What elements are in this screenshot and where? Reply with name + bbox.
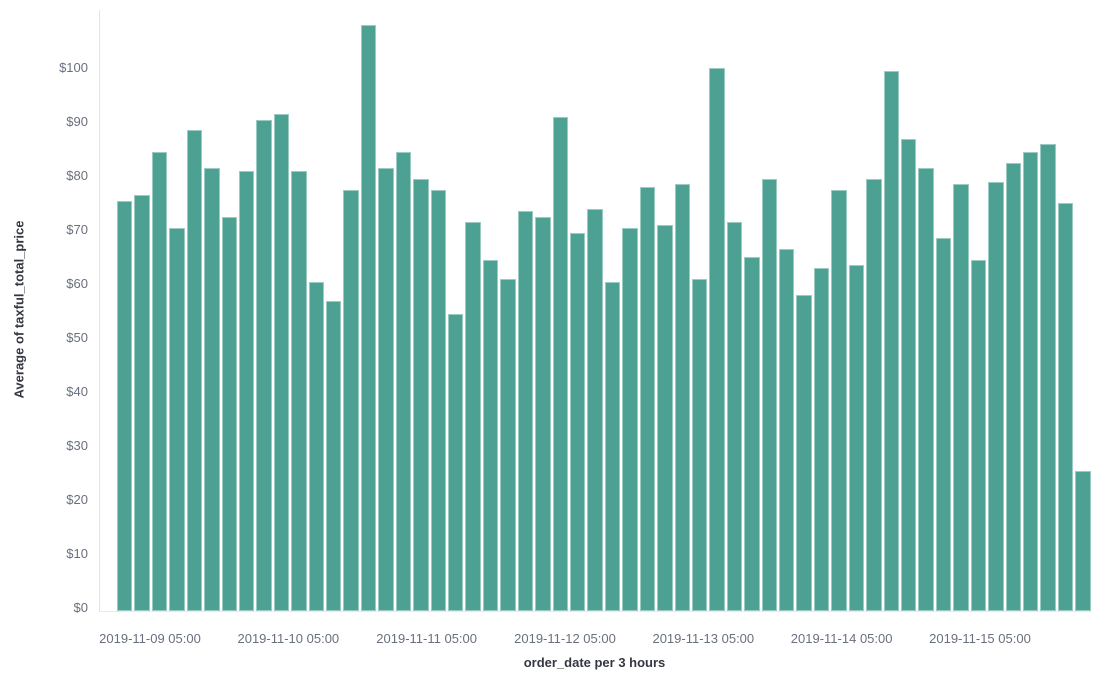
bar[interactable]: [848, 265, 865, 611]
bar[interactable]: [866, 179, 882, 611]
bar[interactable]: [517, 211, 534, 611]
bar[interactable]: [378, 168, 394, 611]
y-tick-label: $10: [66, 546, 88, 561]
bar[interactable]: [221, 216, 237, 611]
bar[interactable]: [360, 25, 377, 611]
bar[interactable]: [639, 187, 656, 611]
x-tick-label: 2019-11-14 05:00: [790, 631, 893, 646]
x-tick-label: 2019-11-13 05:00: [652, 631, 755, 646]
y-tick-label: $20: [66, 492, 88, 507]
bar[interactable]: [1005, 162, 1021, 611]
y-tick-label: $0: [73, 600, 88, 615]
x-axis-title: order_date per 3 hours: [523, 655, 666, 670]
bar[interactable]: [169, 227, 185, 611]
bar[interactable]: [430, 189, 447, 611]
bar[interactable]: [552, 116, 568, 611]
bar[interactable]: [813, 268, 830, 611]
bar[interactable]: [726, 222, 743, 611]
x-tick-label: 2019-11-11 05:00: [376, 631, 478, 646]
bar[interactable]: [935, 238, 952, 611]
bar[interactable]: [831, 189, 847, 611]
bar[interactable]: [587, 208, 603, 611]
bar[interactable]: [204, 168, 220, 611]
bar[interactable]: [1057, 203, 1074, 611]
bar[interactable]: [465, 222, 481, 611]
bar[interactable]: [413, 179, 429, 611]
bar[interactable]: [273, 114, 290, 611]
y-tick-label: $90: [66, 114, 88, 129]
bar[interactable]: [657, 224, 673, 611]
y-tick-label: $60: [66, 276, 88, 291]
bar[interactable]: [900, 138, 917, 611]
x-tick-label: 2019-11-10 05:00: [237, 631, 340, 646]
bar[interactable]: [744, 257, 760, 611]
bar[interactable]: [883, 71, 899, 611]
bar[interactable]: [535, 216, 551, 611]
bar[interactable]: [622, 227, 638, 611]
y-tick-label: $40: [66, 384, 88, 399]
bar[interactable]: [970, 260, 987, 611]
bar[interactable]: [326, 300, 342, 611]
y-tick-label: $80: [66, 168, 88, 183]
bar[interactable]: [761, 179, 778, 611]
bar[interactable]: [134, 195, 150, 611]
bar[interactable]: [709, 68, 725, 611]
bar[interactable]: [1075, 470, 1091, 611]
bar[interactable]: [1040, 143, 1056, 611]
bar[interactable]: [395, 152, 412, 611]
bar[interactable]: [308, 281, 325, 611]
bar[interactable]: [238, 170, 255, 611]
bar[interactable]: [918, 168, 934, 611]
bar[interactable]: [151, 152, 168, 611]
bar[interactable]: [779, 249, 795, 611]
y-tick-label: $50: [66, 330, 88, 345]
y-axis-title: Average of taxful_total_price: [11, 220, 27, 399]
x-tick-label: 2019-11-09 05:00: [99, 631, 201, 646]
bar[interactable]: [117, 200, 133, 611]
bar[interactable]: [500, 278, 516, 611]
y-tick-label: $30: [66, 438, 88, 453]
bar[interactable]: [343, 189, 359, 611]
plot-area: [99, 10, 1091, 612]
bar[interactable]: [256, 119, 272, 611]
bar[interactable]: [796, 295, 812, 611]
y-tick-label: $100: [59, 60, 88, 75]
bar[interactable]: [604, 281, 621, 611]
bar[interactable]: [569, 233, 586, 611]
x-tick-label: 2019-11-12 05:00: [514, 631, 616, 646]
bar[interactable]: [953, 184, 969, 611]
bars-container: [117, 10, 1091, 611]
bar[interactable]: [482, 260, 499, 611]
bar[interactable]: [448, 314, 464, 611]
y-tick-label: $70: [66, 222, 88, 237]
bar[interactable]: [674, 184, 690, 611]
bar[interactable]: [988, 181, 1004, 611]
bar[interactable]: [291, 170, 307, 611]
bar[interactable]: [186, 130, 203, 611]
x-tick-label: 2019-11-15 05:00: [929, 631, 1031, 646]
bar[interactable]: [1022, 152, 1039, 611]
bar[interactable]: [691, 278, 708, 611]
